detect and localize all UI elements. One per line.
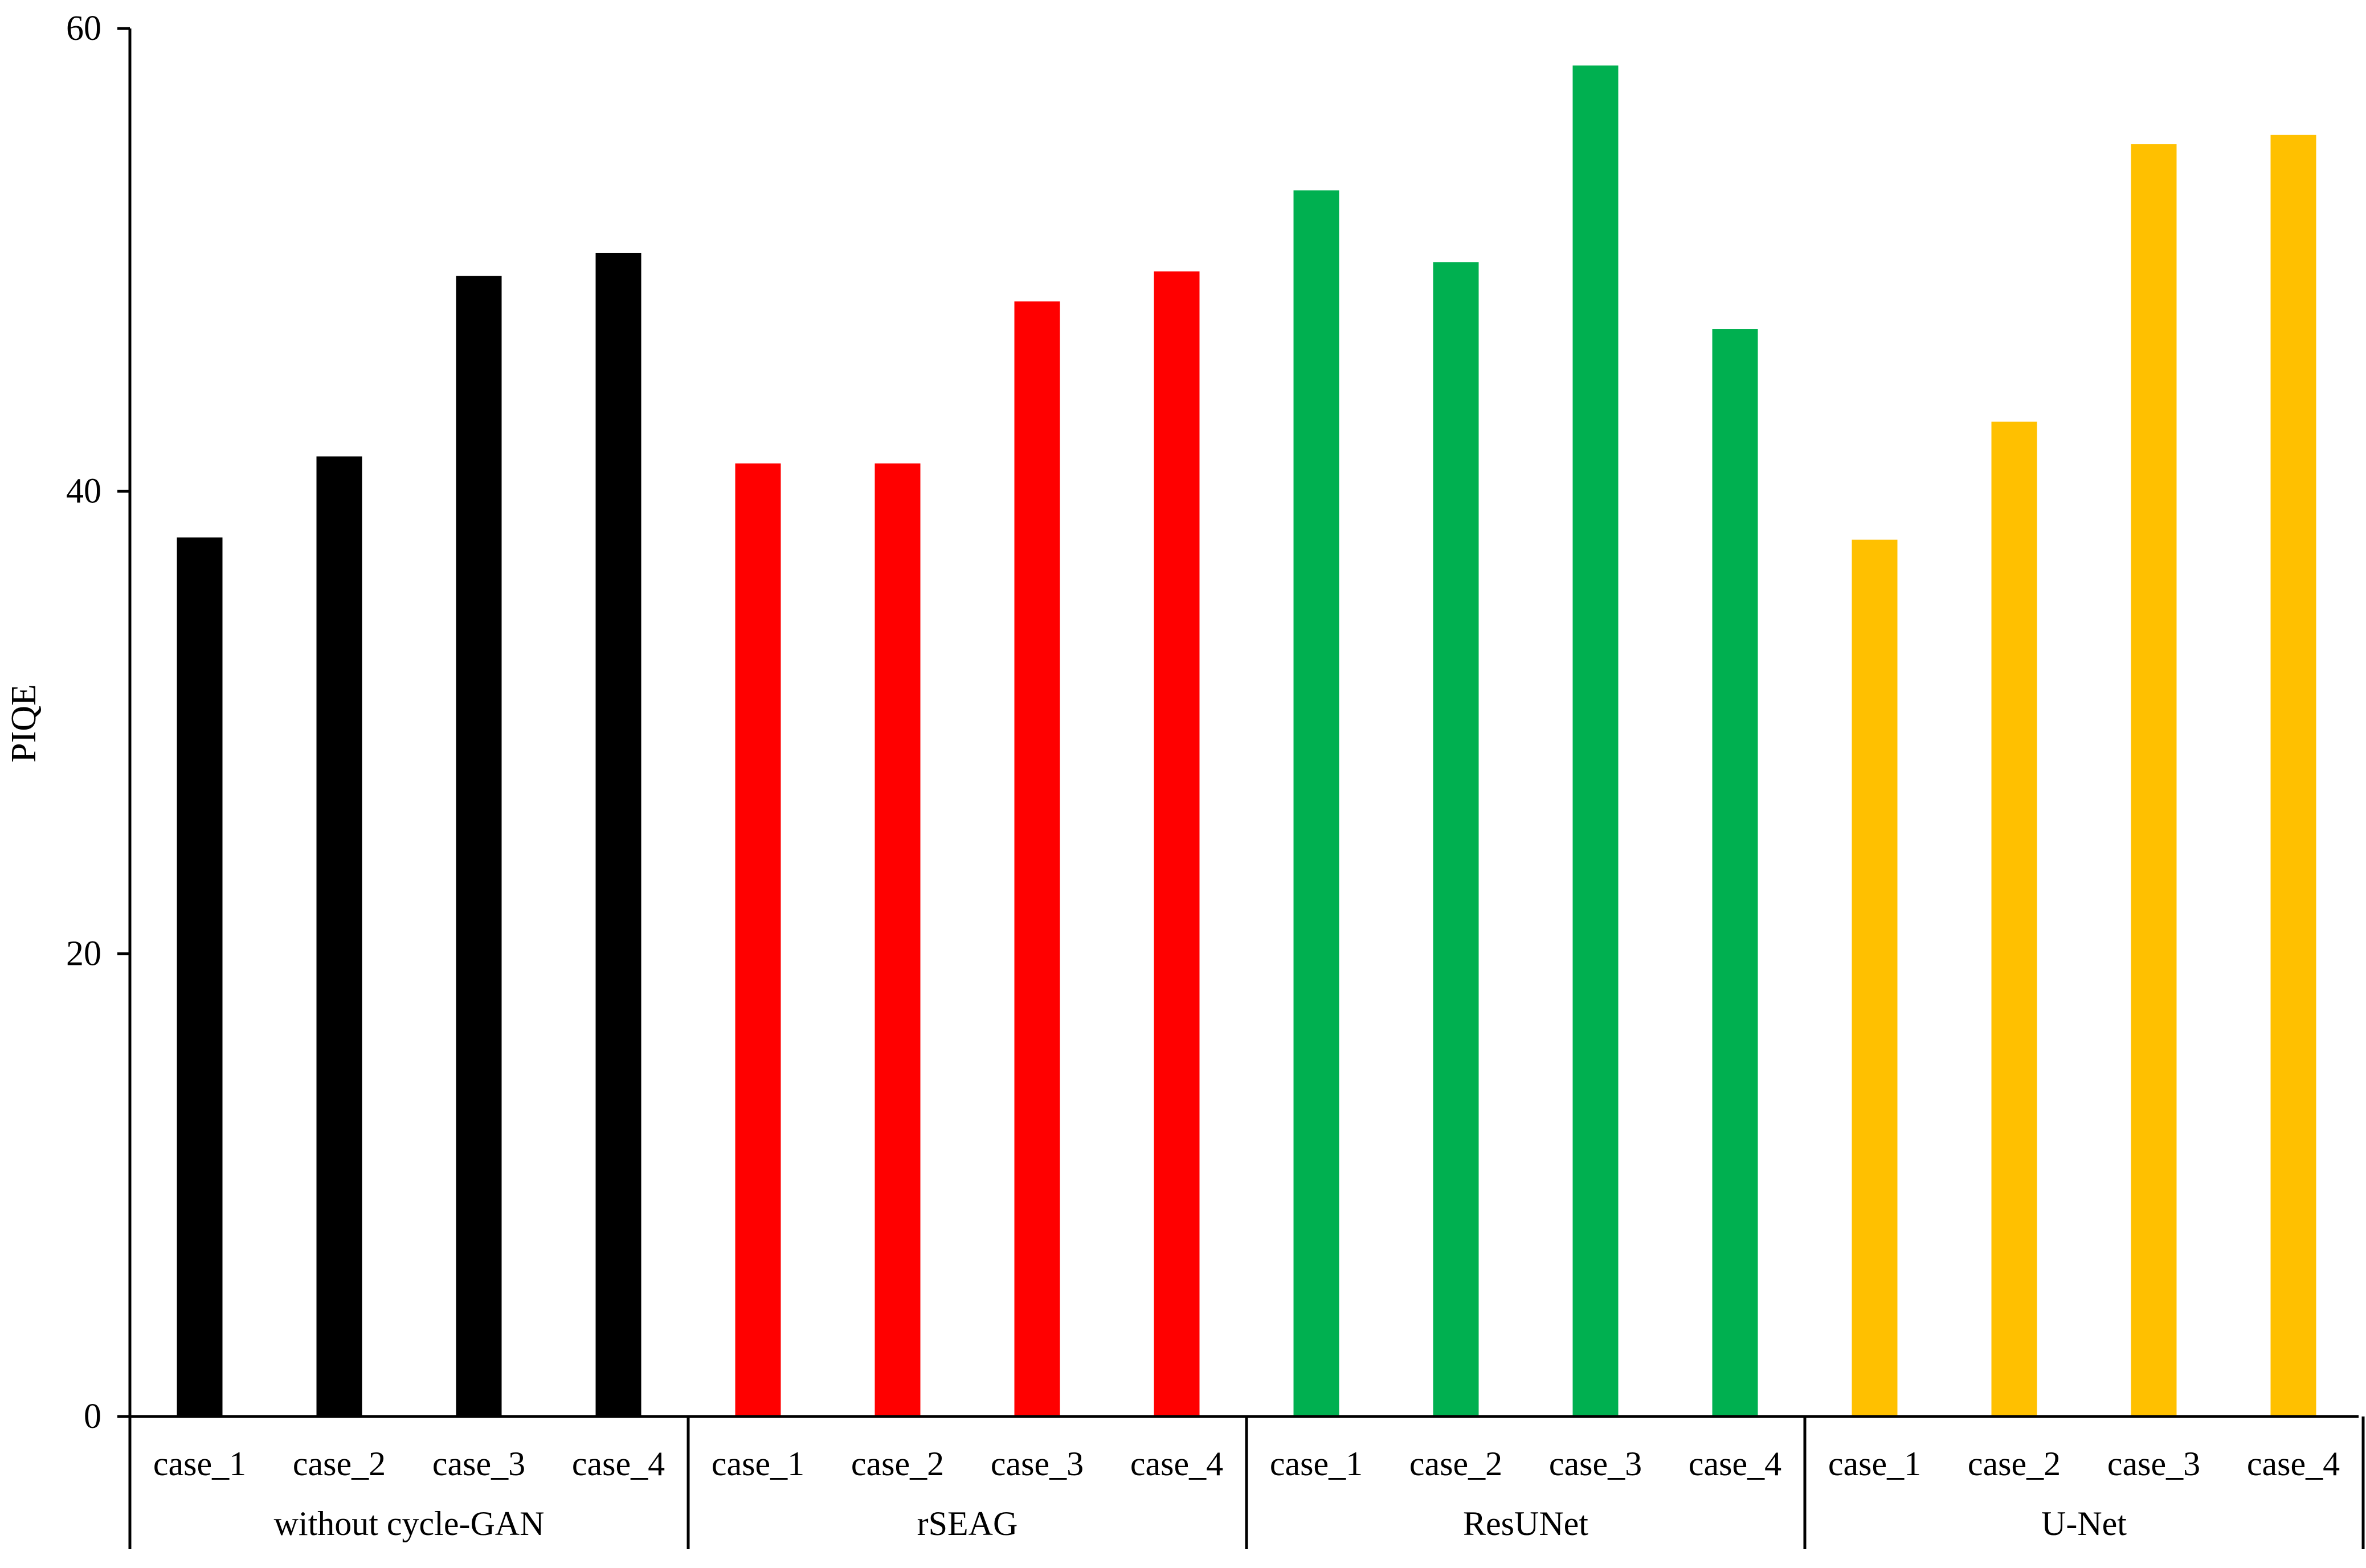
bar-rseag-case-3 <box>1014 301 1060 1417</box>
bar-u-net-case-4 <box>2270 134 2316 1416</box>
bar-without-cycle-gan-case-1 <box>177 537 223 1416</box>
x-tick-label: case_1 <box>1828 1445 1921 1483</box>
x-tick-label: case_3 <box>1549 1445 1642 1483</box>
bar-without-cycle-gan-case-3 <box>456 276 502 1416</box>
x-tick-label: case_3 <box>432 1445 525 1483</box>
x-tick-label: case_2 <box>293 1445 386 1483</box>
group-label: without cycle-GAN <box>274 1505 545 1542</box>
x-tick-label: case_2 <box>1968 1445 2061 1483</box>
y-tick-label: 60 <box>66 9 101 48</box>
bar-u-net-case-1 <box>1852 539 1898 1416</box>
x-tick-label: case_1 <box>153 1445 246 1483</box>
group-label: ResUNet <box>1463 1505 1588 1542</box>
y-tick-label: 40 <box>66 472 101 510</box>
bar-resunet-case-3 <box>1572 65 1619 1417</box>
bar-without-cycle-gan-case-4 <box>595 252 641 1416</box>
bar-rseag-case-1 <box>735 463 781 1417</box>
group-label: rSEAG <box>917 1505 1018 1542</box>
x-tick-label: case_2 <box>1409 1445 1502 1483</box>
y-axis-title: PIQE <box>5 684 43 763</box>
x-tick-label: case_1 <box>1270 1445 1363 1483</box>
x-tick-label: case_1 <box>712 1445 804 1483</box>
group-label: U-Net <box>2041 1505 2127 1542</box>
plot-area <box>177 65 2316 1417</box>
x-tick-label: case_4 <box>1689 1445 1781 1483</box>
bar-rseag-case-4 <box>1154 271 1200 1417</box>
bar-u-net-case-2 <box>1991 421 2037 1416</box>
x-tick-label: case_2 <box>851 1445 944 1483</box>
bar-rseag-case-2 <box>875 463 921 1417</box>
x-tick-label: case_4 <box>572 1445 665 1483</box>
bar-resunet-case-4 <box>1712 329 1758 1417</box>
y-tick-label: 20 <box>66 935 101 973</box>
bar-resunet-case-1 <box>1293 190 1339 1417</box>
bar-without-cycle-gan-case-2 <box>316 456 362 1416</box>
y-tick-label: 0 <box>84 1397 101 1436</box>
x-tick-label: case_4 <box>1130 1445 1223 1483</box>
bar-resunet-case-2 <box>1433 262 1479 1417</box>
x-tick-label: case_3 <box>2107 1445 2200 1483</box>
x-tick-label: case_4 <box>2247 1445 2340 1483</box>
bar-u-net-case-3 <box>2131 144 2177 1417</box>
x-tick-label: case_3 <box>991 1445 1084 1483</box>
